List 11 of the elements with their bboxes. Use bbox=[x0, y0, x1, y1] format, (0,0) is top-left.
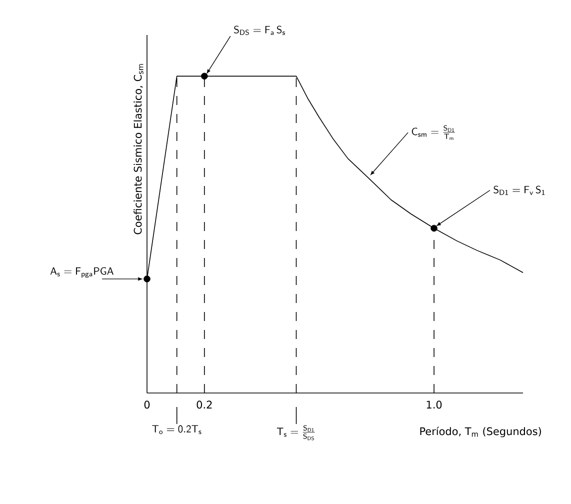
x-axis-title: Período, T$_{m}$ (Segundos) bbox=[420, 426, 541, 438]
annotation: $\mathsf{S_{DS} = F_a\,S_s}$ bbox=[234, 26, 286, 35]
annotation: $\mathsf{C_{sm}}=\frac{\mathsf{S_{D1}}}{\mathsf{T_m}}$ bbox=[412, 125, 455, 140]
y-axis-title: Coeficiente Sismico Elastico, C$_{sm}$ bbox=[134, 64, 144, 234]
annotation: $\mathsf{S_{D1} = F_v\,S_1}$ bbox=[494, 186, 545, 195]
x-tick-label: 0 bbox=[144, 400, 150, 409]
x-tick-label: 0.2 bbox=[196, 400, 212, 409]
x-tick-label: 1.0 bbox=[426, 400, 442, 409]
annotation: $\mathsf{A_s = F_{pga}PGA}$ bbox=[50, 267, 114, 278]
text: $\mathsf{T_o = 0.2T_s}$ bbox=[152, 425, 202, 434]
text: $\mathsf{T_s}=\frac{\mathsf{S_{D1}}}{\mathsf{S_{DS}}}$ bbox=[276, 425, 315, 440]
